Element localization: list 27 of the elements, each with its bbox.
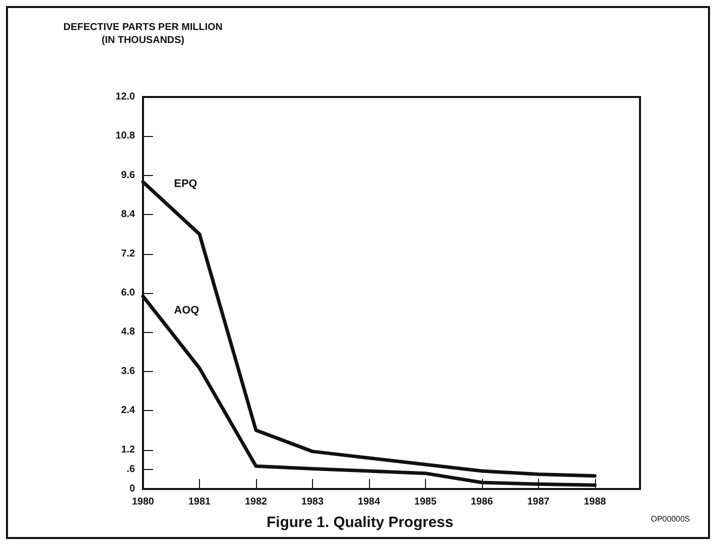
y-tick-label: 12.0 [116, 92, 136, 102]
x-tick-label: 1987 [527, 496, 550, 508]
text: Figure 1. Quality Progress [266, 514, 454, 531]
y-tick-label: .6 [126, 464, 136, 475]
x-tick-label: 1988 [584, 496, 606, 508]
x-tick-label: 1985 [414, 496, 437, 508]
y-tick-label: 7.2 [121, 248, 136, 260]
x-tick-label: 1982 [244, 496, 268, 508]
y-tick-label: 0 [129, 484, 136, 494]
series-label: EPQ [174, 178, 198, 190]
x-tick-label: 1984 [358, 496, 380, 508]
text: OP00000S [650, 514, 690, 524]
y-tick-label: 10.8 [116, 130, 136, 142]
series-label: AOQ [174, 304, 200, 316]
x-tick-label: 1981 [188, 496, 212, 508]
y-axis-title: DEFECTIVE PARTS PER MILLION (IN THOUSANDS) [63, 22, 223, 46]
y-tick-label: 4.8 [121, 326, 136, 338]
y-tick-label: 2.4 [121, 405, 136, 416]
x-tick-label: 1980 [132, 496, 155, 508]
x-tick-label: 1986 [470, 496, 494, 508]
y-tick-label: 9.6 [121, 170, 136, 181]
y-tick-label: 8.4 [121, 209, 136, 220]
y-tick-label: 1.2 [121, 444, 136, 456]
x-tick-label: 1983 [301, 496, 324, 508]
line-series [141, 294, 597, 487]
y-tick-label: 6.0 [121, 288, 136, 298]
y-tick-label: 3.6 [121, 366, 136, 377]
